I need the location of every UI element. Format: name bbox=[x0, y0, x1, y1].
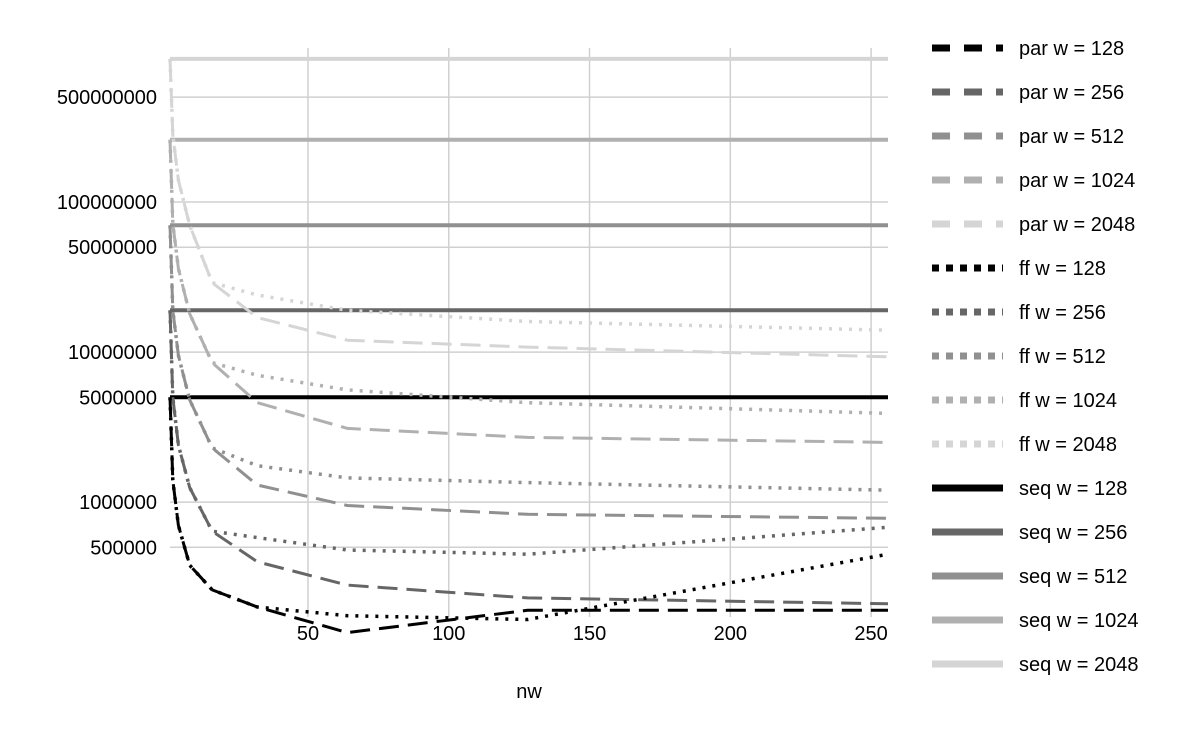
legend-label: ff w = 512 bbox=[1019, 346, 1106, 368]
legend-label: seq w = 1024 bbox=[1019, 610, 1139, 632]
y-tick-label: 50000000 bbox=[68, 237, 157, 259]
legend-label: par w = 1024 bbox=[1019, 170, 1135, 192]
x-tick-label: 50 bbox=[297, 623, 319, 645]
legend-label: seq w = 128 bbox=[1019, 478, 1127, 500]
series-line-ff-w-1024 bbox=[168, 139, 889, 416]
legend-label: ff w = 1024 bbox=[1019, 390, 1117, 412]
legend-label: par w = 512 bbox=[1019, 126, 1124, 148]
legend-label: ff w = 128 bbox=[1019, 258, 1106, 280]
x-tick-label: 100 bbox=[432, 623, 465, 645]
series-line-par-w-1024 bbox=[168, 139, 889, 444]
series-line-ff-w-128 bbox=[168, 397, 889, 622]
x-tick-label: 200 bbox=[714, 623, 747, 645]
series-line-par-w-256 bbox=[168, 310, 889, 606]
series-line-ff-w-2048 bbox=[168, 58, 889, 332]
legend-label: seq w = 2048 bbox=[1019, 654, 1139, 676]
legend-label: ff w = 2048 bbox=[1019, 434, 1117, 456]
y-tick-label: 1000000 bbox=[79, 492, 157, 514]
y-tick-label: 100000000 bbox=[57, 192, 157, 214]
series-lines bbox=[168, 56, 889, 635]
x-tick-label: 150 bbox=[573, 623, 606, 645]
x-tick-label: 250 bbox=[854, 623, 887, 645]
y-tick-label: 500000 bbox=[90, 537, 157, 559]
y-tick-label: 10000000 bbox=[68, 342, 157, 364]
legend-label: par w = 256 bbox=[1019, 82, 1124, 104]
legend: par w = 128 par w = 256 par w = 512 par w =… bbox=[932, 38, 1139, 676]
legend-label: ff w = 256 bbox=[1019, 302, 1106, 324]
y-tick-label: 5000000 bbox=[79, 387, 157, 409]
legend-label: seq w = 512 bbox=[1019, 566, 1127, 588]
series-line-par-w-512 bbox=[168, 225, 889, 520]
legend-label: seq w = 256 bbox=[1019, 522, 1127, 544]
series-line-ff-w-512 bbox=[168, 225, 889, 492]
x-axis-title: nw bbox=[516, 681, 542, 703]
x-axis-tick-labels: 50 100 150 200 250 bbox=[297, 623, 888, 645]
y-tick-label: 500000000 bbox=[57, 87, 157, 109]
y-axis-tick-labels: 500000 1000000 5000000 10000000 50000000 1000… bbox=[57, 87, 157, 559]
grid-lines bbox=[170, 48, 888, 617]
legend-label: par w = 2048 bbox=[1019, 214, 1135, 236]
legend-label: par w = 128 bbox=[1019, 38, 1124, 60]
